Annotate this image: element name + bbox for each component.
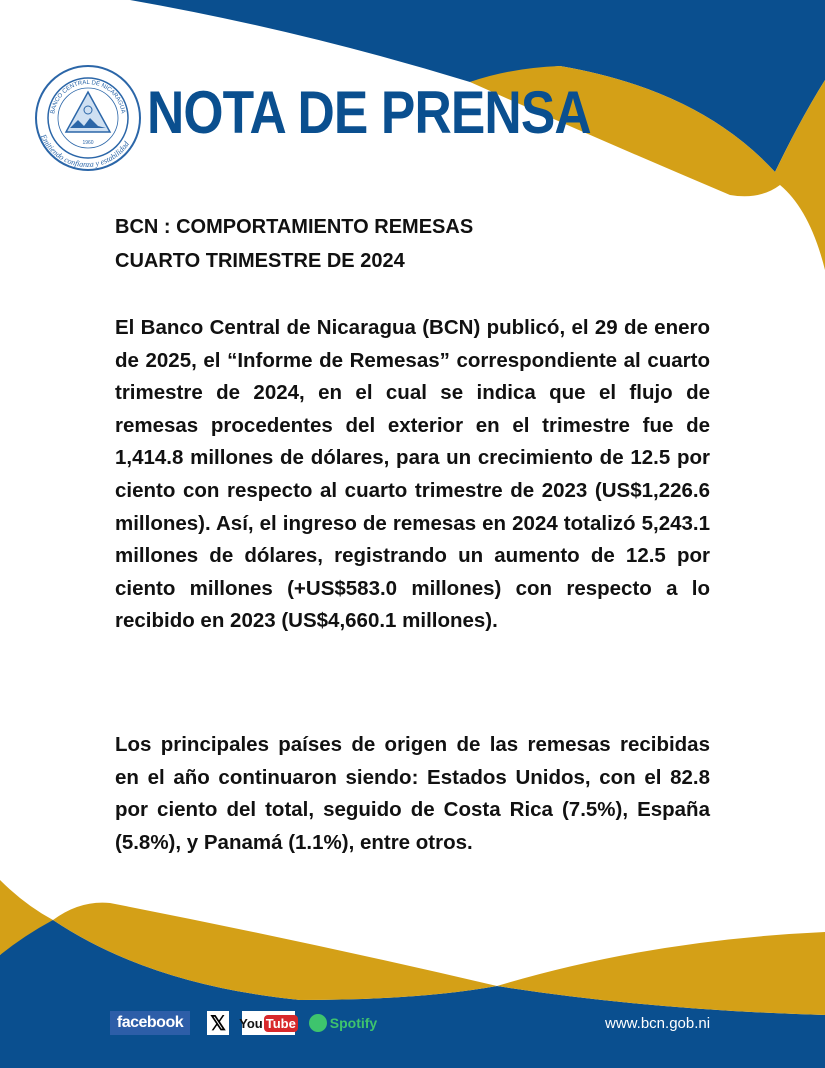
website-link[interactable]: www.bcn.gob.ni — [605, 1015, 711, 1032]
headline: BCN : COMPORTAMIENTO REMESAS CUARTO TRIM… — [115, 210, 473, 278]
facebook-link[interactable]: facebook — [110, 1011, 190, 1035]
paragraph-1: El Banco Central de Nicaragua (BCN) publ… — [115, 316, 710, 633]
x-link[interactable]: 𝕏 — [207, 1011, 229, 1035]
x-icon: 𝕏 — [209, 1012, 227, 1035]
logo-year: 1960 — [82, 140, 93, 146]
spotify-label: Spotify — [329, 1015, 378, 1031]
youtube-icon-tube: Tube — [263, 1014, 298, 1032]
page-title: NOTA DE PRENSA — [147, 79, 592, 146]
bottom-gold-wave — [0, 880, 825, 1015]
youtube-icon-you: You — [239, 1015, 263, 1031]
paragraph-2: Los principales países de origen de las … — [115, 733, 710, 854]
top-gold-wave — [470, 66, 825, 270]
youtube-link[interactable]: You Tube — [239, 1011, 298, 1035]
bottom-blue-wave — [0, 920, 825, 1068]
top-blue-wave — [130, 0, 825, 172]
spotify-link[interactable]: Spotify — [308, 1011, 378, 1035]
facebook-icon: facebook — [116, 1014, 184, 1031]
headline-line-2: CUARTO TRIMESTRE DE 2024 — [115, 250, 405, 272]
bcn-seal-logo: 1960 BANCO CENTRAL DE NICARAGUA Emitiend… — [35, 65, 141, 171]
headline-line-1: BCN : COMPORTAMIENTO REMESAS — [115, 216, 474, 238]
spotify-icon — [308, 1014, 327, 1032]
